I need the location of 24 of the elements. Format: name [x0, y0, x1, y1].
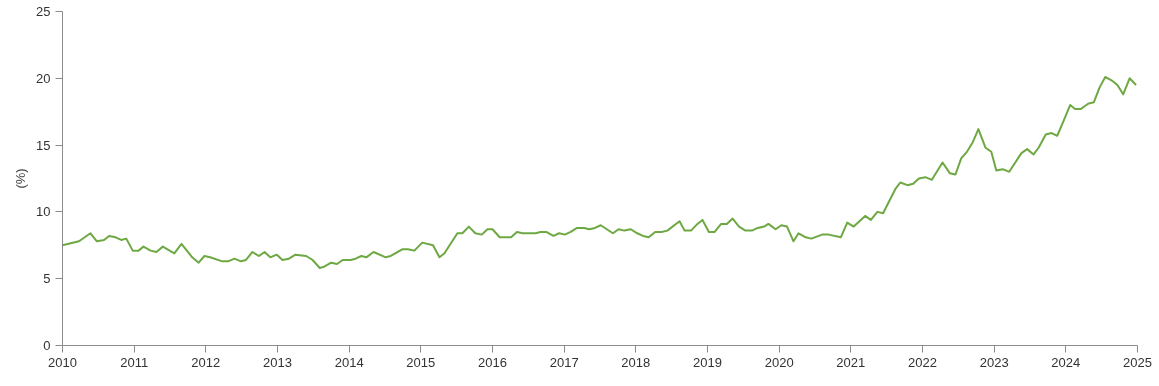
y-tick-label: 5 — [43, 271, 51, 287]
x-tick-label: 2012 — [191, 354, 221, 370]
y-tick-label: 10 — [36, 204, 51, 220]
y-tick-label: 25 — [36, 4, 51, 19]
x-tick-label: 2021 — [836, 354, 866, 370]
x-tick-label: 2025 — [1123, 354, 1152, 370]
x-tick-label: 2023 — [979, 354, 1009, 370]
x-tick-label: 2019 — [693, 354, 722, 370]
x-tick-label: 2010 — [48, 354, 77, 370]
x-tick-label: 2018 — [621, 354, 651, 370]
line-series — [62, 75, 1138, 270]
x-tick-label: 2020 — [764, 354, 794, 370]
y-tick-label: 20 — [36, 70, 51, 86]
x-tick-label: 2017 — [549, 354, 579, 370]
x-tick-label: 2022 — [908, 354, 937, 370]
x-tick-label: 2016 — [478, 354, 507, 370]
x-tick-label: 2015 — [406, 354, 436, 370]
x-tick-label: 2014 — [334, 354, 364, 370]
y-axis-title: (%) — [13, 168, 29, 189]
x-tick-label: 2011 — [120, 354, 149, 370]
x-tick-label: 2013 — [263, 354, 292, 370]
y-tick-label: 15 — [36, 137, 51, 153]
y-tick-label: 0 — [43, 338, 51, 353]
x-tick-label: 2024 — [1051, 354, 1081, 370]
